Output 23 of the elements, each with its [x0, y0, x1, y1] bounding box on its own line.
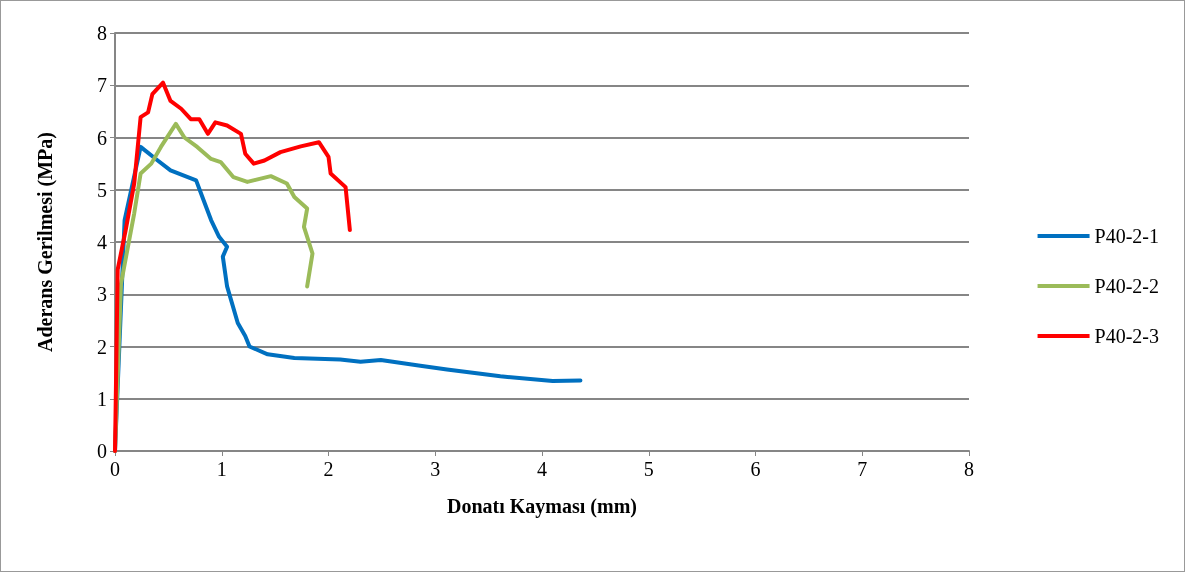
y-tick-label: 1: [97, 387, 107, 410]
x-tick-label: 8: [964, 458, 974, 480]
legend-label: P40-2-1: [1094, 225, 1160, 247]
x-tick-label: 1: [216, 458, 227, 480]
line-series: [113, 80, 352, 453]
x-tick-label: 5: [643, 458, 654, 480]
x-tick-label: 7: [857, 458, 868, 480]
y-tick-label: 2: [97, 335, 107, 358]
y-tick-label: 4: [97, 231, 107, 253]
x-tick-label: 4: [537, 458, 547, 480]
y-axis-title: Aderans Gerilmesi (MPa): [34, 132, 57, 352]
y-tick-label: 6: [97, 126, 107, 149]
legend-label: P40-2-2: [1094, 275, 1160, 297]
x-axis-title: Donatı Kayması (mm): [447, 495, 637, 518]
x-tick-label: 2: [323, 458, 334, 480]
y-tick-label: 0: [97, 440, 107, 462]
x-tick-label: 3: [430, 458, 441, 480]
x-tick-label: 6: [750, 458, 761, 480]
y-tick-label: 5: [97, 178, 107, 201]
y-tick-label: 7: [97, 74, 107, 97]
y-tick-label: 3: [97, 283, 107, 306]
y-tick-label: 8: [97, 22, 107, 44]
legend-label: P40-2-3: [1094, 325, 1160, 347]
